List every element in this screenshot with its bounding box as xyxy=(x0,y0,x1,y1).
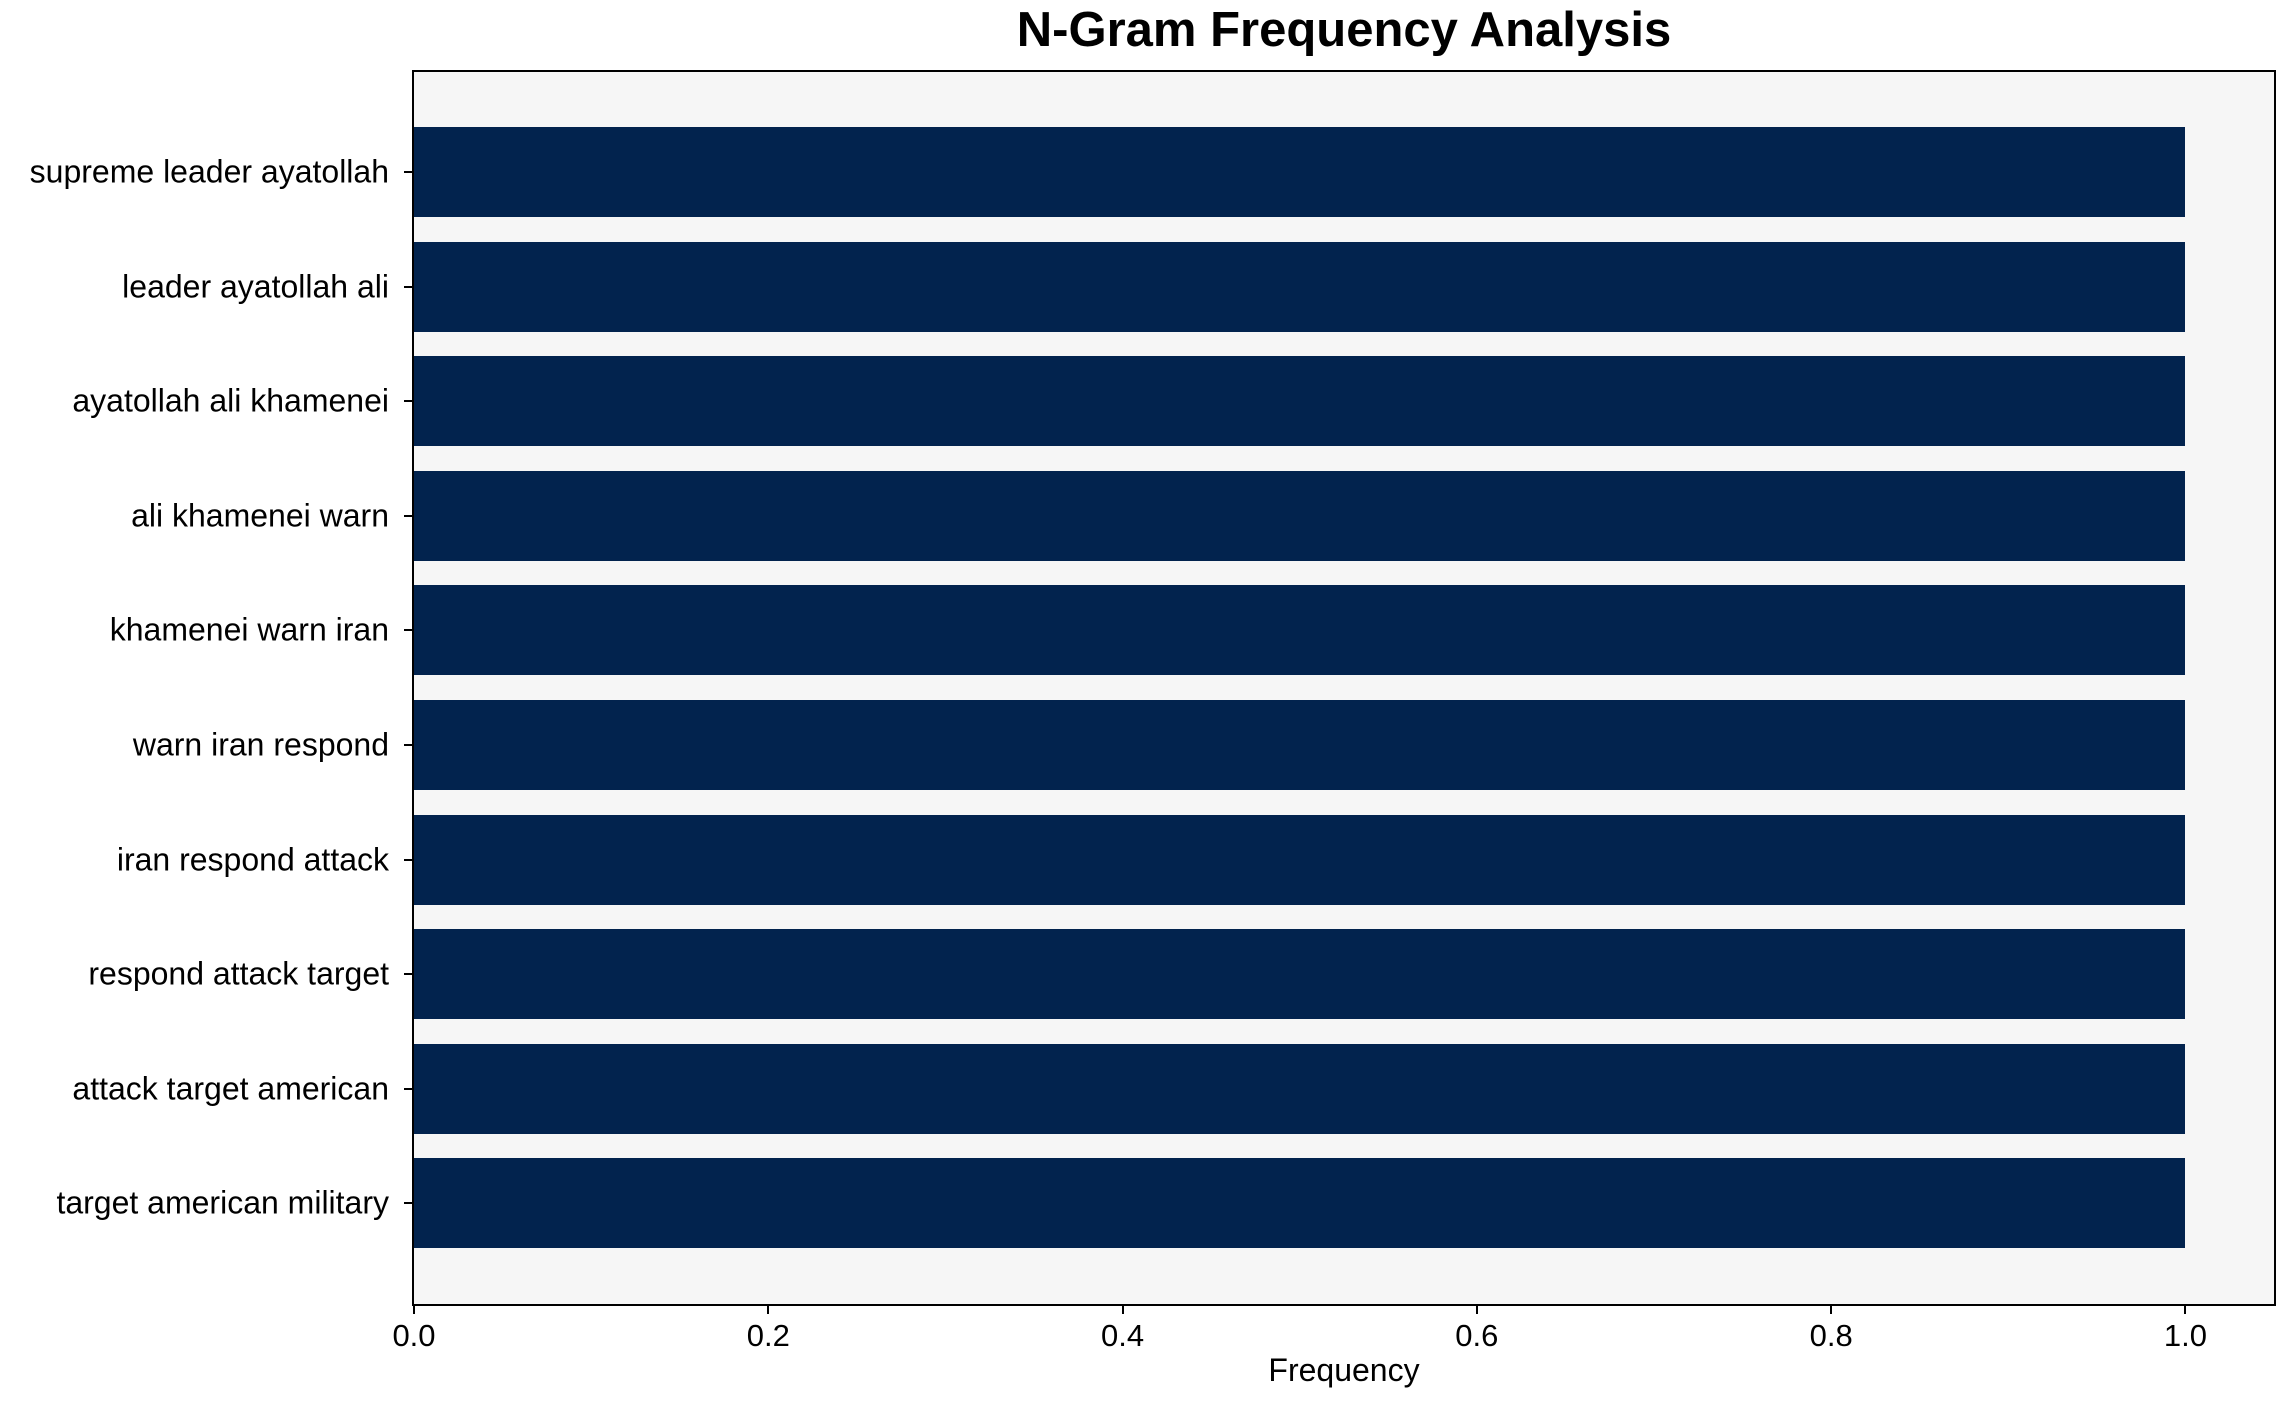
bar-khamenei-warn-iran xyxy=(414,585,2186,676)
y-tick-mark xyxy=(404,629,413,632)
y-tick-mark xyxy=(404,1202,413,1205)
x-tick-mark xyxy=(1121,1305,1124,1314)
x-tick-label: 1.0 xyxy=(2163,1318,2207,1353)
bar-ali-khamenei-warn xyxy=(414,470,2186,561)
y-tick-label: iran respond attack xyxy=(116,841,389,878)
bar-supreme-leader-ayatollah xyxy=(414,127,2186,217)
y-tick-mark xyxy=(404,285,413,288)
y-tick-mark xyxy=(404,514,413,517)
x-tick-mark xyxy=(767,1305,770,1314)
x-tick-label: 0.2 xyxy=(746,1318,790,1353)
x-tick-label: 0.8 xyxy=(1809,1318,1853,1353)
chart-title: N-Gram Frequency Analysis xyxy=(1016,3,1672,57)
bar-attack-target-american xyxy=(414,1043,2186,1134)
y-tick-label: supreme leader ayatollah xyxy=(29,153,389,190)
plot-area xyxy=(412,70,2276,1306)
y-tick-label: respond attack target xyxy=(88,955,389,992)
x-tick-label: 0.4 xyxy=(1101,1318,1145,1353)
x-tick-mark xyxy=(2184,1305,2187,1314)
y-tick-label: warn iran respond xyxy=(132,726,389,763)
bar-ayatollah-ali-khamenei xyxy=(414,356,2186,447)
y-tick-label: ayatollah ali khamenei xyxy=(72,382,389,419)
y-tick-mark xyxy=(404,973,413,976)
y-tick-mark xyxy=(404,744,413,746)
x-tick-mark xyxy=(413,1305,415,1314)
bar-target-american-military xyxy=(414,1158,2186,1249)
y-tick-label: target american military xyxy=(56,1184,389,1221)
x-tick-mark xyxy=(1830,1305,1833,1314)
bar-respond-attack-target xyxy=(414,929,2186,1020)
x-tick-label: 0.6 xyxy=(1455,1318,1499,1353)
y-tick-label: attack target american xyxy=(72,1070,389,1107)
bar-leader-ayatollah-ali xyxy=(414,241,2186,332)
x-tick-label: 0.0 xyxy=(392,1318,436,1353)
y-tick-mark xyxy=(404,858,413,861)
y-tick-label: leader ayatollah ali xyxy=(122,268,389,305)
y-tick-mark xyxy=(404,400,413,403)
y-tick-label: ali khamenei warn xyxy=(131,497,389,534)
y-tick-mark xyxy=(404,171,413,173)
y-tick-mark xyxy=(404,1087,413,1090)
bar-warn-iran-respond xyxy=(414,700,2186,790)
x-tick-mark xyxy=(1475,1305,1478,1314)
y-tick-label: khamenei warn iran xyxy=(109,611,389,648)
bar-iran-respond-attack xyxy=(414,814,2186,905)
x-axis-label: Frequency xyxy=(1268,1352,1420,1388)
